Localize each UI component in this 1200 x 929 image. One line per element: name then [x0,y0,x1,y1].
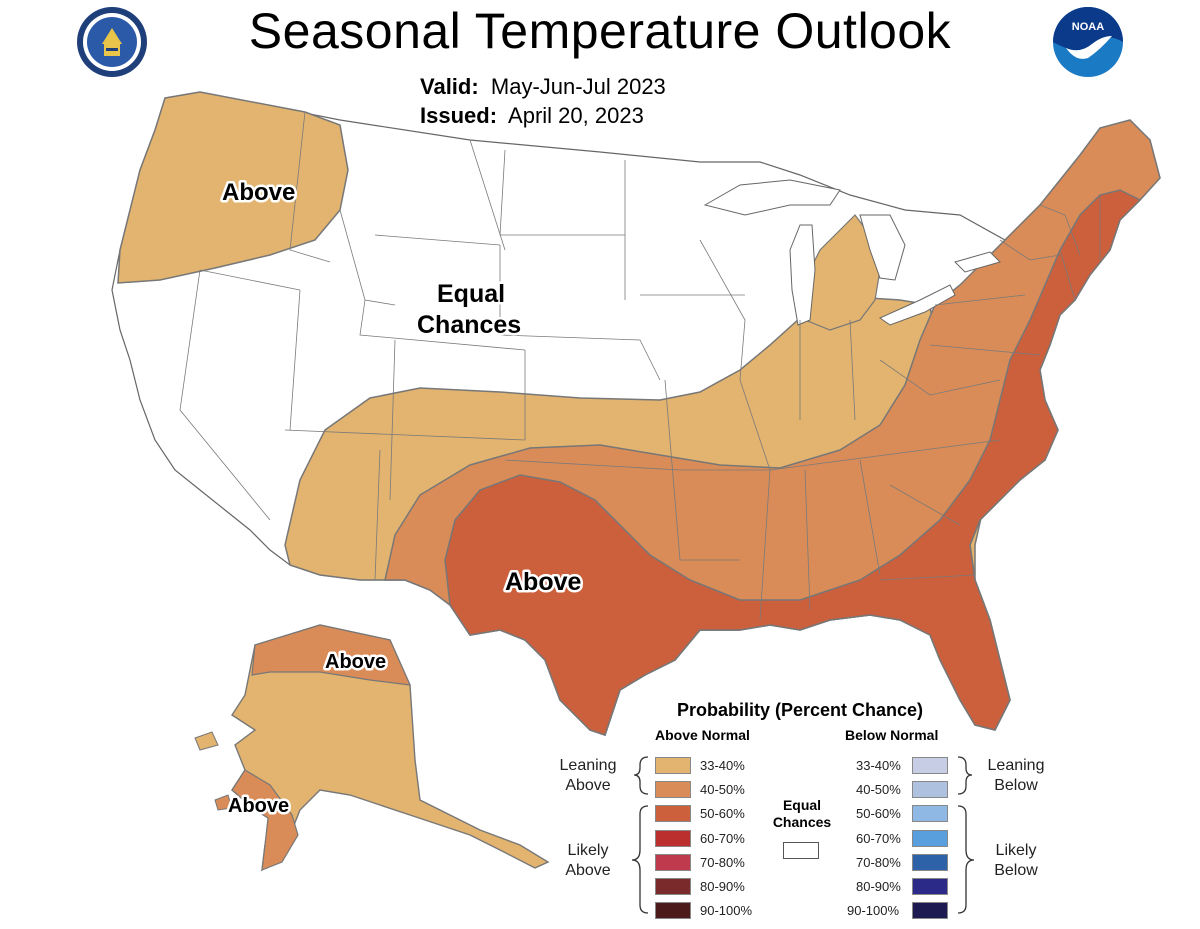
legend-swatch-above-50-60 [655,805,691,822]
lake-erie [878,284,956,326]
legend-label-below-40-50: 40-50% [856,782,901,797]
legend-swatch-above-70-80 [655,854,691,871]
legend-title: Probability (Percent Chance) [676,700,924,720]
legend-equal-line2: Chances [772,814,832,830]
label-equal-chances-line2: Chances [417,311,521,339]
issued-line: Issued: April 20, 2023 [420,103,644,129]
legend-label-below-33-40: 33-40% [856,758,901,773]
legend-label-above-80-90: 80-90% [700,879,745,894]
legend-swatch-below-33-40 [912,757,948,774]
label-northwest-above: Above [222,179,295,206]
label-equal-chances-line1: Equal [437,280,505,308]
legend-swatch-above-33-40 [655,757,691,774]
legend-likely-above: Likely Above [548,841,628,881]
legend-swatch-below-90-100 [912,902,948,919]
legend-label-below-90-100: 90-100% [847,903,900,918]
label-alaska-north-above: Above [325,651,386,673]
valid-label: Valid: [420,74,479,99]
valid-value: May-Jun-Jul 2023 [490,74,666,99]
department-of-commerce-seal [77,7,147,77]
lake-huron [859,214,906,281]
alaska-outline [231,624,550,872]
legend-equal-line1: Equal [782,797,822,813]
legend-leaning-above: Leaning Above [548,756,628,796]
lake-michigan [789,224,816,326]
legend-swatch-below-80-90 [912,878,948,895]
noaa-logo: NOAA [1053,7,1123,77]
legend-label-below-50-60: 50-60% [856,806,901,821]
page-title: Seasonal Temperature Outlook [248,3,952,59]
legend-swatch-above-80-90 [655,878,691,895]
legend-likely-below: Likely Below [976,841,1056,881]
legend-swatch-above-60-70 [655,830,691,847]
region-midsouth-40-50-inner [640,405,990,600]
legend-label-above-33-40: 33-40% [700,758,745,773]
legend-label-below-80-90: 80-90% [856,879,901,894]
state-boundaries [179,111,1101,621]
legend-label-above-40-50: 40-50% [700,782,745,797]
lake-ontario [954,251,1001,273]
legend-label-above-70-80: 70-80% [700,855,745,870]
legend-swatch-above-90-100 [655,902,691,919]
legend-equal-chances-label: Equal Chances [762,797,842,831]
legend-leaning-below-line2: Below [994,777,1038,794]
legend-label-below-60-70: 60-70% [856,831,901,846]
alaska-north-above-40-50 [251,624,411,686]
legend-likely-above-line2: Above [565,862,611,879]
legend-label-below-70-80: 70-80% [856,855,901,870]
region-above-50-60 [444,189,1142,736]
legend-label-above-50-60: 50-60% [700,806,745,821]
label-alaska-southwest-above: Above [228,795,289,817]
legend-swatch-below-70-80 [912,854,948,871]
legend-label-above-60-70: 60-70% [700,831,745,846]
valid-line: Valid: May-Jun-Jul 2023 [420,74,666,100]
legend-below-header: Below Normal [845,727,939,743]
legend-swatch-below-60-70 [912,830,948,847]
issued-value: April 20, 2023 [508,103,644,128]
legend-above-header: Above Normal [655,727,750,743]
lake-superior [703,179,841,216]
label-south-above: Above [505,568,582,596]
legend-likely-below-line1: Likely [995,842,1037,859]
legend-equal-chances-swatch [783,842,819,859]
legend-leaning-above-line2: Above [565,777,611,794]
legend-leaning-below-line1: Leaning [987,757,1045,774]
legend-leaning-above-line1: Leaning [559,757,617,774]
region-northwest-above [117,91,349,284]
alaska-southwest-above-40-50 [231,769,299,871]
legend-likely-above-line1: Likely [567,842,609,859]
legend-braces [631,756,975,914]
legend-label-above-90-100: 90-100% [700,903,753,918]
legend-swatch-below-40-50 [912,781,948,798]
legend-swatch-above-40-50 [655,781,691,798]
alaska-island [194,731,219,751]
legend-likely-below-line2: Below [994,862,1038,879]
alaska-island [214,794,233,811]
issued-label: Issued: [420,103,498,128]
legend-swatch-below-50-60 [912,805,948,822]
noaa-logo-text: NOAA [1072,21,1104,33]
legend-leaning-below: Leaning Below [976,756,1056,796]
